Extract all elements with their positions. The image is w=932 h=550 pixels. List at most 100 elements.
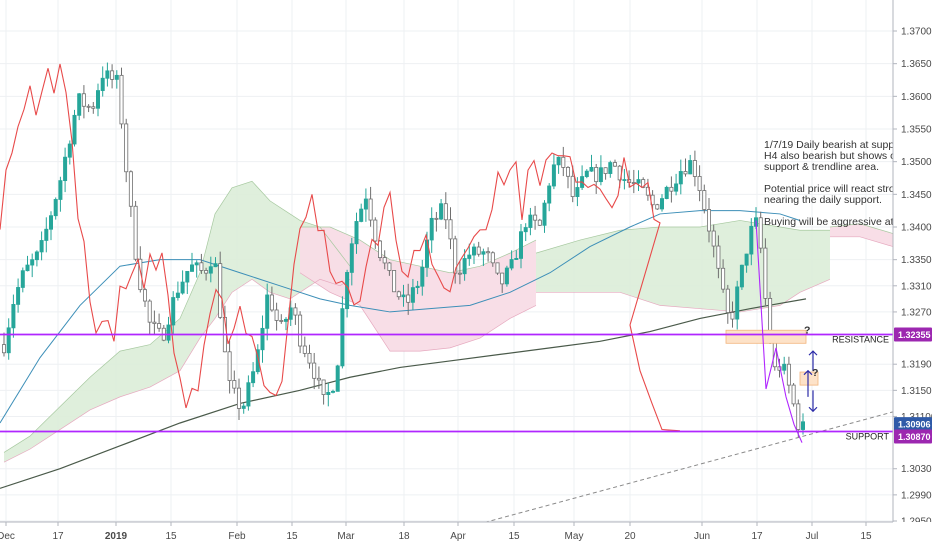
candle-body <box>735 286 740 320</box>
candle-body <box>702 190 707 210</box>
candle-body <box>584 170 589 177</box>
candle-body <box>401 294 406 298</box>
candle-body <box>406 294 411 303</box>
candle-body <box>232 380 237 389</box>
candle-body <box>312 362 317 379</box>
ma-dark-line <box>0 298 807 489</box>
candle-body <box>133 205 138 260</box>
arrows: ?? <box>755 220 818 443</box>
price-tag-bg <box>894 327 932 342</box>
cloud-edge <box>535 220 830 254</box>
candle-body <box>44 228 49 241</box>
cloud-green-1 <box>4 181 350 463</box>
candle-body <box>105 70 110 79</box>
candle-body <box>49 215 54 230</box>
candle-body <box>251 371 256 384</box>
candle-body <box>589 167 594 172</box>
candle-body <box>707 209 712 232</box>
candle-body <box>157 323 162 329</box>
candle-body <box>39 240 44 253</box>
candle-body <box>349 243 354 273</box>
x-tick-label: 2019 <box>105 531 128 542</box>
x-tick-label: 17 <box>52 531 64 542</box>
candle-body <box>528 214 533 228</box>
candle-body <box>30 259 35 266</box>
candle-body <box>410 287 415 303</box>
candle-body <box>293 307 298 316</box>
candle-body <box>279 320 284 322</box>
candle-body <box>100 77 105 91</box>
candle-body <box>302 345 307 354</box>
candle-body <box>269 294 274 311</box>
candle-body <box>533 214 538 221</box>
candle-body <box>20 270 25 288</box>
x-tick-label: 15 <box>286 531 298 542</box>
candle-body <box>321 379 326 395</box>
candle-body <box>504 267 509 285</box>
candle-body <box>81 93 86 107</box>
candle-body <box>77 93 82 116</box>
y-tick-label: 1.30300 <box>901 464 932 475</box>
candle-body <box>791 384 796 405</box>
candle-body <box>171 297 176 326</box>
candle-body <box>758 217 763 249</box>
annotation-line: nearing the daily support. <box>764 194 882 206</box>
cloud-pink-2 <box>830 223 893 247</box>
candle-body <box>124 123 129 173</box>
candle-body <box>636 179 641 184</box>
lagging-line <box>0 63 681 432</box>
candle-body <box>283 318 288 322</box>
candle-body <box>67 143 72 158</box>
candle-body <box>316 377 321 381</box>
x-tick-label: Mar <box>337 531 355 542</box>
annotation-line: support & trendline area. <box>764 161 879 173</box>
candle-body <box>603 167 608 174</box>
candle-body <box>53 199 58 217</box>
candle-body <box>147 300 152 323</box>
candle-body <box>114 74 119 80</box>
candle-body <box>744 253 749 266</box>
price-tag-bg <box>894 429 932 444</box>
candle-body <box>674 183 679 192</box>
cloud-edge <box>829 223 894 234</box>
candle-body <box>58 180 63 200</box>
candle-body <box>175 292 180 298</box>
candle-body <box>236 387 241 409</box>
question-mark: ? <box>804 324 810 336</box>
x-axis: Dec 17 2019 15 Feb 15 Mar 18 Apr 15 May 20 Jun 17 Jul 1… <box>0 521 932 550</box>
x-tick-label: 18 <box>398 531 410 542</box>
candle-body <box>739 264 744 288</box>
candle-body <box>594 167 599 183</box>
cloud-edge <box>536 278 831 313</box>
candle-body <box>796 403 801 430</box>
candle-body <box>655 204 660 210</box>
candle-body <box>34 251 39 261</box>
candle-body <box>218 263 223 318</box>
candle-body <box>495 262 500 274</box>
y-tick-label: 1.32700 <box>901 307 932 318</box>
candle-body <box>692 160 697 177</box>
annotation-text: 1/7/19 Daily bearish at support 8H4 also… <box>764 139 921 228</box>
candle-body <box>467 254 472 259</box>
candle-body <box>439 203 444 220</box>
candle-body <box>241 405 246 409</box>
candle-body <box>749 225 754 255</box>
y-tick-label: 1.29900 <box>901 490 932 501</box>
candle-body <box>725 288 730 313</box>
candle-body <box>208 266 213 274</box>
candle-body <box>575 187 580 198</box>
candlesticks <box>2 62 806 438</box>
candle-body <box>91 106 96 109</box>
candle-body <box>189 264 194 272</box>
candle-body <box>119 74 124 125</box>
candle-body <box>608 162 613 174</box>
x-tick-label: Apr <box>450 531 466 542</box>
price-tag-label: 1.30870 <box>898 432 931 442</box>
candle-body <box>340 308 345 367</box>
x-tick-label: 15 <box>860 531 872 542</box>
x-tick-label: 15 <box>508 531 520 542</box>
y-tick-label: 1.34000 <box>901 223 932 234</box>
price-tag-bg <box>894 417 932 432</box>
candle-body <box>622 179 627 181</box>
candle-body <box>185 271 190 283</box>
